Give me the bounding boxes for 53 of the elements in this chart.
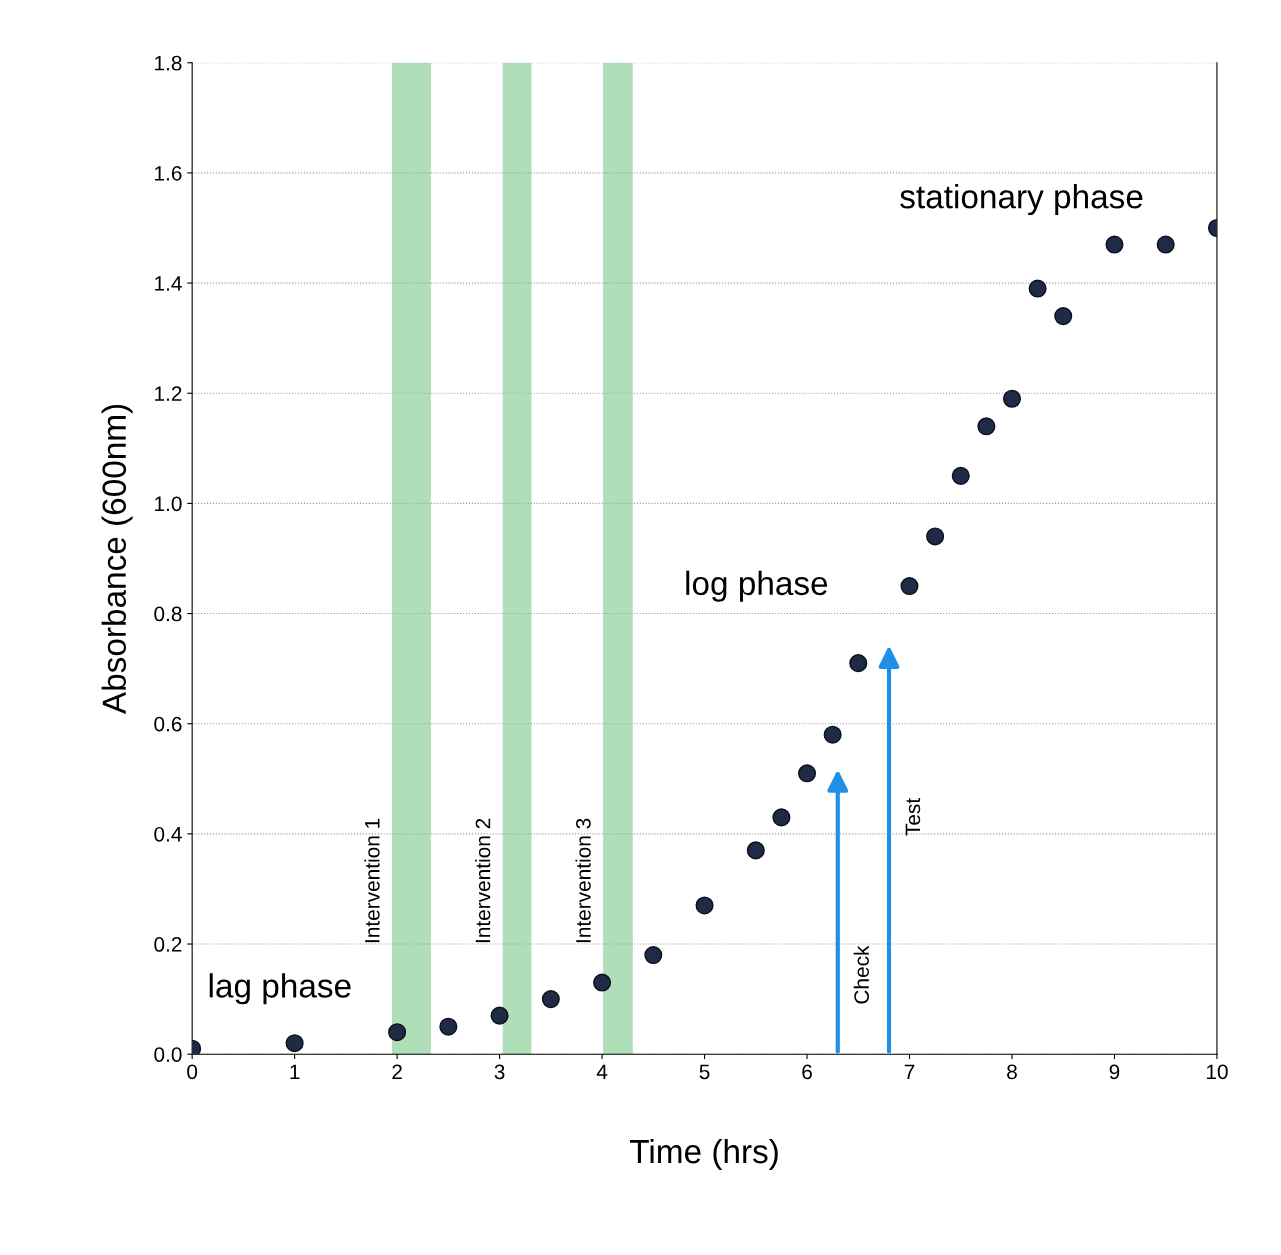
y-tick-label: 0.8 <box>154 606 182 622</box>
annotation: stationary phase <box>900 184 1143 216</box>
y-tick-label: 1.4 <box>155 276 182 291</box>
x-tick-label: 9 <box>1109 1064 1120 1080</box>
y-tick-label: 1.2 <box>155 386 182 401</box>
point <box>772 808 791 827</box>
band-label: Intervention 1 <box>364 818 380 943</box>
point <box>541 990 560 1009</box>
point <box>1028 279 1047 298</box>
point <box>1054 307 1073 326</box>
x-tick-label: 6 <box>802 1064 812 1080</box>
y-tick-label: 1.6 <box>155 165 182 181</box>
annotation: Check <box>853 945 869 1004</box>
point <box>644 946 663 965</box>
point <box>1156 235 1175 254</box>
point <box>1002 389 1022 408</box>
point <box>285 1034 304 1053</box>
x-tick-label: 4 <box>596 1064 608 1080</box>
point <box>798 764 817 783</box>
band-label: Intervention 3 <box>575 818 591 943</box>
point <box>746 841 765 860</box>
annotation: log phase <box>686 570 828 602</box>
point <box>439 1017 458 1036</box>
x-tick-label: 8 <box>1007 1064 1017 1080</box>
y-tick-label: 0.0 <box>154 1047 182 1062</box>
x-tick-label: 1 <box>290 1064 300 1080</box>
point <box>926 527 945 546</box>
x-tick-label: 0 <box>187 1064 198 1080</box>
point <box>1105 235 1124 254</box>
y-tick-label: 0.2 <box>154 937 182 952</box>
annotation: lag phase <box>209 973 351 1005</box>
point <box>849 654 868 673</box>
y-tick-label: 0.6 <box>154 716 182 732</box>
x-tick-label: 5 <box>699 1064 710 1080</box>
point <box>388 1023 407 1042</box>
x-axis-title: Time (hrs) <box>630 1138 778 1170</box>
point <box>490 1006 509 1025</box>
y-axis-title: Absorbance (600nm) <box>101 404 133 715</box>
x-tick-label: 2 <box>392 1064 402 1080</box>
x-tick-label: 3 <box>494 1064 505 1080</box>
point <box>900 576 919 596</box>
annotation: Test <box>905 798 921 836</box>
x-tick-label: 10 <box>1206 1064 1228 1080</box>
point <box>593 973 612 992</box>
point <box>695 896 714 915</box>
point <box>977 417 996 436</box>
point <box>951 466 970 485</box>
y-tick-label: 0.4 <box>154 826 182 842</box>
band-label: Intervention 2 <box>475 818 491 943</box>
point <box>823 725 842 744</box>
x-tick-label: 7 <box>904 1064 915 1080</box>
y-tick-label: 1.0 <box>155 496 182 512</box>
y-tick-label: 1.8 <box>155 55 182 71</box>
